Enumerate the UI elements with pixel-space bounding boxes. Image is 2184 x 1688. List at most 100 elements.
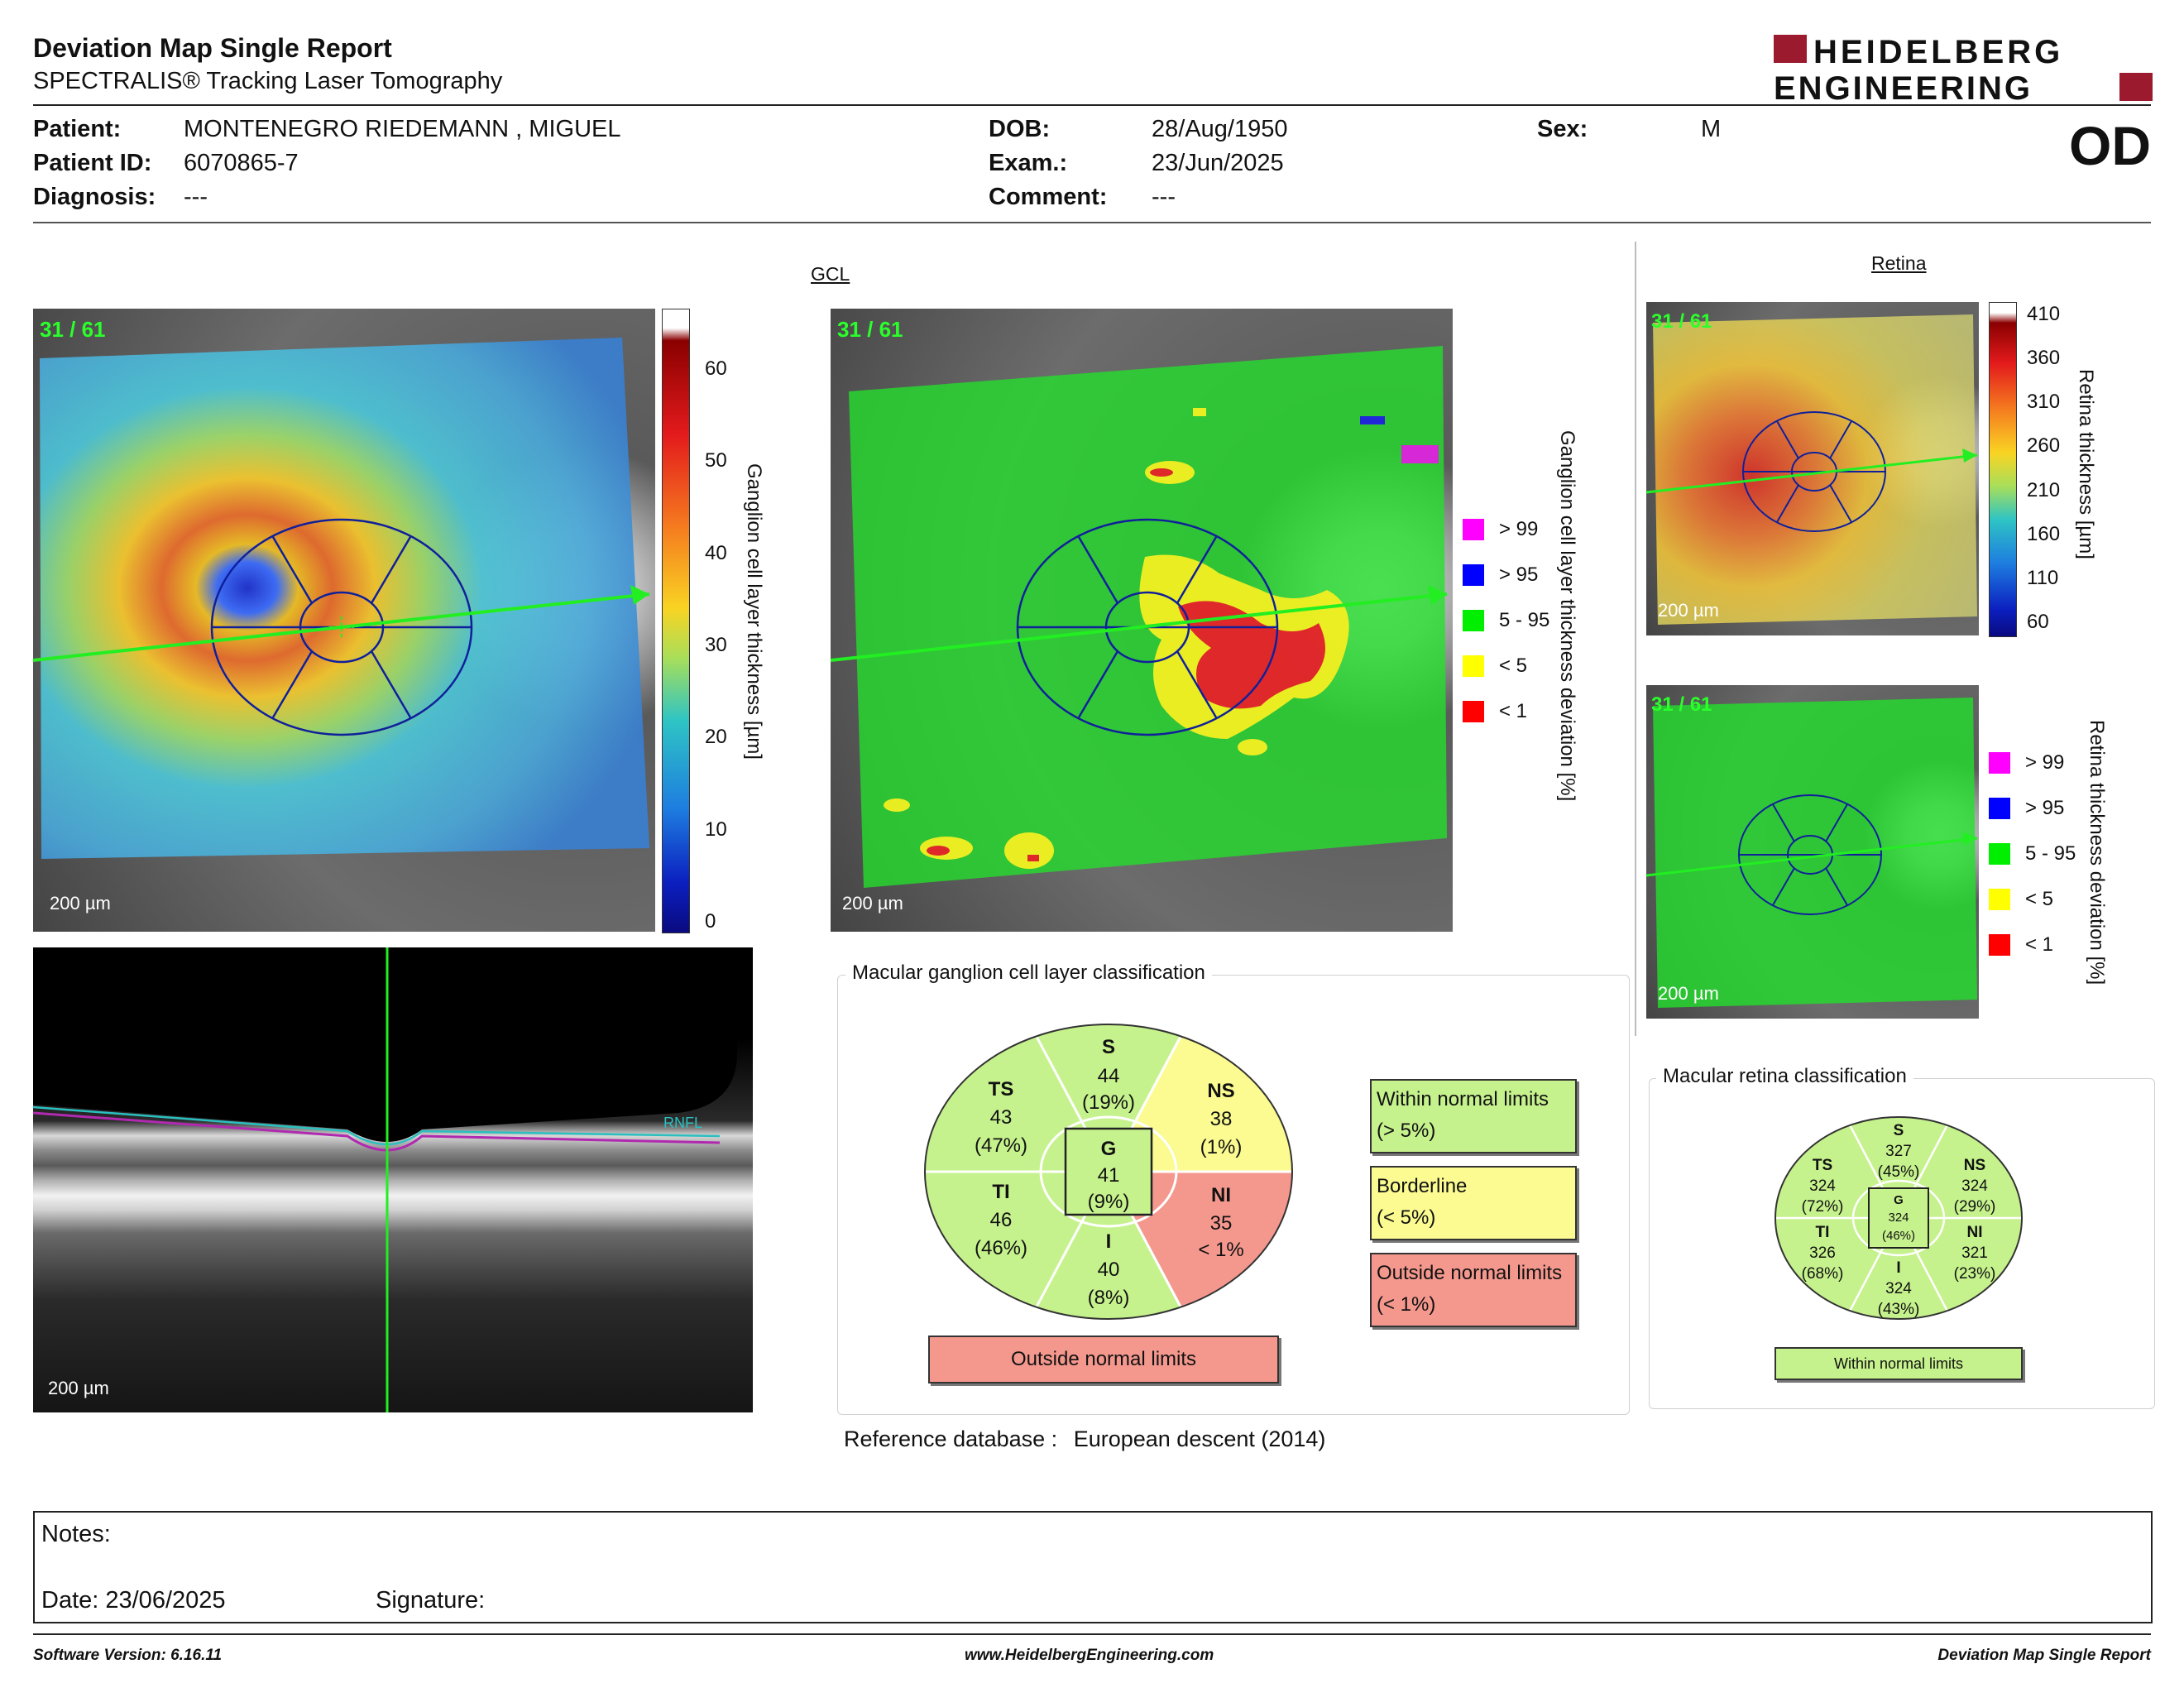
gcl-legend-swatch — [1463, 564, 1484, 586]
gcl-classification-panel — [837, 975, 1630, 1415]
gcl-legend-item: < 1 — [1463, 700, 1527, 723]
software-version: Software Version: 6.16.11 — [33, 1647, 223, 1664]
oct-scale: 200 µm — [48, 1378, 109, 1398]
gcl-deviation-map[interactable]: 31 / 61 200 µm — [831, 309, 1453, 932]
eye-indicator: OD — [2069, 115, 2151, 176]
key-within-normal: Within normal limits (> 5%) — [1370, 1079, 1577, 1153]
svg-text:< 1%: < 1% — [1198, 1239, 1243, 1261]
heidelberg-logo: HEIDELBERG ENGINEERING — [1774, 31, 2154, 107]
report-title: Deviation Map Single Report — [33, 33, 392, 63]
svg-text:TI: TI — [992, 1181, 1009, 1203]
gcl-deviation-frame: 31 / 61 — [837, 317, 903, 342]
diagnosis-value: --- — [184, 184, 208, 210]
svg-text:327: 327 — [1885, 1143, 1912, 1160]
svg-text:(43%): (43%) — [1878, 1301, 1920, 1318]
notes-box[interactable] — [33, 1511, 2153, 1623]
gcl-thickness-map[interactable]: 31 / 61 200 µm — [33, 309, 655, 932]
key-borderline: Borderline (< 5%) — [1370, 1166, 1577, 1240]
svg-text:324: 324 — [1888, 1211, 1909, 1225]
retina-deviation-map[interactable]: 31 / 61 200 µm — [1646, 685, 1979, 1019]
exam-value: 23/Jun/2025 — [1152, 150, 1284, 176]
svg-text:(68%): (68%) — [1802, 1265, 1844, 1283]
comment-value: --- — [1152, 184, 1176, 210]
retina-thickness-scale: 200 µm — [1658, 600, 1719, 621]
gcl-legend-swatch — [1463, 519, 1484, 540]
dob-label: DOB: — [989, 116, 1051, 142]
retina-thickness-tick: 160 — [2027, 522, 2061, 545]
svg-text:(45%): (45%) — [1878, 1163, 1920, 1181]
logo-line1: HEIDELBERG — [1813, 34, 2063, 70]
reference-value: European descent (2014) — [1073, 1427, 1326, 1451]
retina-deviation-axis-label: Retina thickness deviation [%] — [2086, 720, 2108, 985]
retina-sector-chart: S 327 (45%) NS 324 (29%) NI 321 (23%) I … — [1774, 1116, 2023, 1320]
website-link[interactable]: www.HeidelbergEngineering.com — [965, 1647, 1214, 1664]
sex-label: Sex: — [1537, 116, 1588, 142]
svg-text:38: 38 — [1210, 1108, 1233, 1130]
gcl-thickness-tick: 30 — [705, 634, 727, 656]
svg-text:40: 40 — [1098, 1259, 1120, 1281]
gcl-deviation-scale: 200 µm — [842, 893, 903, 914]
retina-thickness-tick: 210 — [2027, 478, 2061, 501]
retina-thickness-tick: 110 — [2027, 566, 2059, 589]
gcl-thickness-tick: 10 — [705, 818, 727, 841]
gcl-legend-item: > 95 — [1463, 563, 1538, 587]
svg-text:(47%): (47%) — [975, 1134, 1027, 1157]
svg-text:NI: NI — [1967, 1224, 1983, 1241]
retina-legend-item: < 5 — [1989, 888, 2053, 911]
reference-database: Reference database : European descent (2… — [844, 1427, 1325, 1452]
retina-overall-classification: Within normal limits — [1774, 1347, 2023, 1380]
gcl-legend-label: < 5 — [1499, 655, 1528, 677]
section-divider — [1635, 242, 1636, 1036]
gcl-deviation-axis-label: Ganglion cell layer thickness deviation … — [1556, 430, 1578, 802]
notes-label: Notes: — [41, 1521, 111, 1547]
svg-text:NS: NS — [1207, 1080, 1234, 1102]
svg-text:(72%): (72%) — [1802, 1198, 1844, 1216]
svg-text:(8%): (8%) — [1088, 1287, 1130, 1309]
gcl-thickness-tick: 50 — [705, 449, 727, 472]
svg-text:(46%): (46%) — [1882, 1229, 1915, 1243]
gcl-legend-swatch — [1463, 610, 1484, 631]
sex-value: M — [1701, 116, 1722, 142]
svg-text:326: 326 — [1809, 1244, 1836, 1262]
report-subtitle: SPECTRALIS® Tracking Laser Tomography — [33, 68, 503, 94]
gcl-thickness-tick: 0 — [705, 910, 716, 933]
retina-legend-swatch — [1989, 843, 2010, 865]
retina-legend-label: > 95 — [2025, 797, 2065, 819]
retina-thickness-colorbar — [1989, 302, 2017, 637]
oct-bscan[interactable]: RNFL 200 µm — [33, 947, 753, 1412]
svg-text:321: 321 — [1961, 1244, 1988, 1262]
gcl-legend-label: < 1 — [1499, 700, 1528, 722]
retina-legend-item: > 99 — [1989, 751, 2064, 774]
gcl-legend-swatch — [1463, 655, 1484, 677]
svg-text:(1%): (1%) — [1200, 1136, 1243, 1158]
comment-label: Comment: — [989, 184, 1108, 210]
footer-report-name: Deviation Map Single Report — [1937, 1647, 2151, 1664]
svg-text:(19%): (19%) — [1082, 1091, 1135, 1114]
svg-text:G: G — [1894, 1193, 1904, 1207]
gcl-section-label: GCL — [811, 263, 850, 285]
patient-id-label: Patient ID: — [33, 150, 152, 176]
retina-legend-item: 5 - 95 — [1989, 842, 2076, 866]
svg-text:G: G — [1101, 1138, 1117, 1160]
svg-text:(23%): (23%) — [1954, 1265, 1996, 1283]
diagnosis-label: Diagnosis: — [33, 184, 156, 210]
gcl-legend-item: < 5 — [1463, 655, 1527, 678]
gcl-thickness-frame: 31 / 61 — [40, 317, 106, 342]
svg-text:(46%): (46%) — [975, 1237, 1027, 1259]
svg-text:NI: NI — [1211, 1184, 1231, 1206]
svg-text:35: 35 — [1210, 1212, 1233, 1235]
signature-label: Signature: — [376, 1587, 486, 1614]
exam-label: Exam.: — [989, 150, 1068, 176]
reference-label: Reference database : — [844, 1427, 1058, 1451]
retina-legend-label: < 1 — [2025, 933, 2054, 956]
key-outside-normal: Outside normal limits (< 1%) — [1370, 1253, 1577, 1327]
retina-legend-swatch — [1989, 934, 2010, 956]
retina-section-label: Retina — [1871, 252, 1927, 274]
svg-text:I: I — [1106, 1230, 1112, 1253]
gcl-overall-classification: Outside normal limits — [928, 1336, 1279, 1383]
retina-thickness-map[interactable]: 31 / 61 200 µm — [1646, 302, 1979, 635]
patient-name: MONTENEGRO RIEDEMANN , MIGUEL — [184, 116, 621, 142]
gcl-legend-label: > 99 — [1499, 518, 1539, 540]
svg-text:S: S — [1894, 1122, 1904, 1139]
gcl-classification-title: Macular ganglion cell layer classificati… — [845, 961, 1212, 985]
